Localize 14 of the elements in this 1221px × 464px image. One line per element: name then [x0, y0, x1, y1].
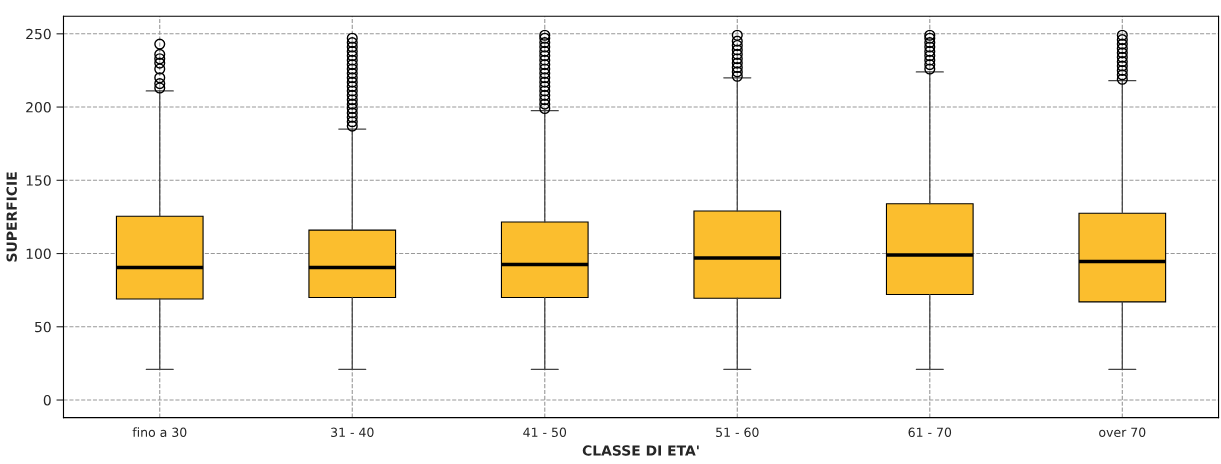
- x-axis-title: CLASSE DI ETA': [582, 445, 699, 456]
- x-tick-label: 41 - 50: [523, 427, 567, 437]
- y-tick-label: 0: [43, 394, 51, 406]
- x-tick-label: 61 - 70: [908, 427, 952, 437]
- x-tick-label: over 70: [1099, 427, 1146, 437]
- y-tick-label: 50: [35, 321, 51, 333]
- y-tick-label: 200: [26, 102, 51, 113]
- y-axis-title: SUPERFICIE: [6, 172, 17, 262]
- x-tick-label: 31 - 40: [331, 427, 374, 437]
- x-tick-label: 51 - 60: [716, 427, 759, 437]
- y-tick-label: 100: [26, 248, 51, 260]
- y-tick-label: 150: [26, 175, 51, 186]
- y-tick-label: 250: [26, 28, 51, 40]
- x-tick-label: fino a 30: [132, 427, 187, 437]
